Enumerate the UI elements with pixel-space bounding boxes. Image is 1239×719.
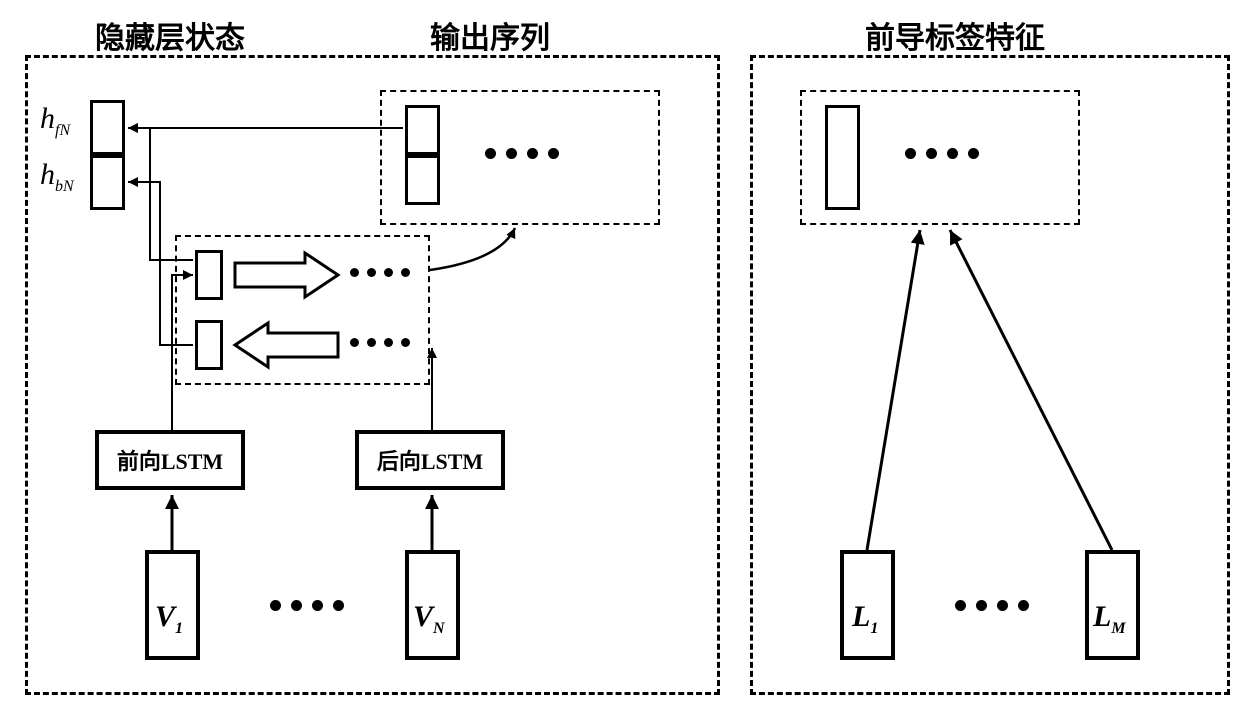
bilstm-fwd-cell (195, 250, 223, 300)
v-dots (270, 600, 344, 611)
input-lm-label: LM (1093, 600, 1126, 638)
right-out-cell (825, 105, 860, 210)
outseq-cell-bottom (405, 155, 440, 205)
input-vn-label: VN (413, 600, 445, 638)
h-top-label: hfN (40, 102, 70, 140)
outseq-dots (485, 148, 559, 159)
backward-lstm-box: 后向LSTM (355, 430, 505, 490)
bilstm-bwd-cell (195, 320, 223, 370)
input-v1-label: V1 (155, 600, 183, 638)
title-leading-label: 前导标签特征 (865, 13, 1045, 57)
diagram-canvas: 隐藏层状态 输出序列 前导标签特征 hfN hbN 前向LSTM 后向LSTM … (10, 10, 1239, 709)
h-top-cell (90, 100, 125, 155)
h-bottom-cell (90, 155, 125, 210)
h-bottom-label: hbN (40, 158, 74, 196)
l-dots (955, 600, 1029, 611)
right-out-dots (905, 148, 979, 159)
input-l1-label: L1 (852, 600, 878, 638)
outseq-cell-top (405, 105, 440, 155)
forward-lstm-box: 前向LSTM (95, 430, 245, 490)
title-hidden-state: 隐藏层状态 (95, 13, 245, 57)
title-output-seq: 输出序列 (430, 13, 550, 57)
bilstm-bwd-dots (350, 338, 410, 347)
bilstm-fwd-dots (350, 268, 410, 277)
